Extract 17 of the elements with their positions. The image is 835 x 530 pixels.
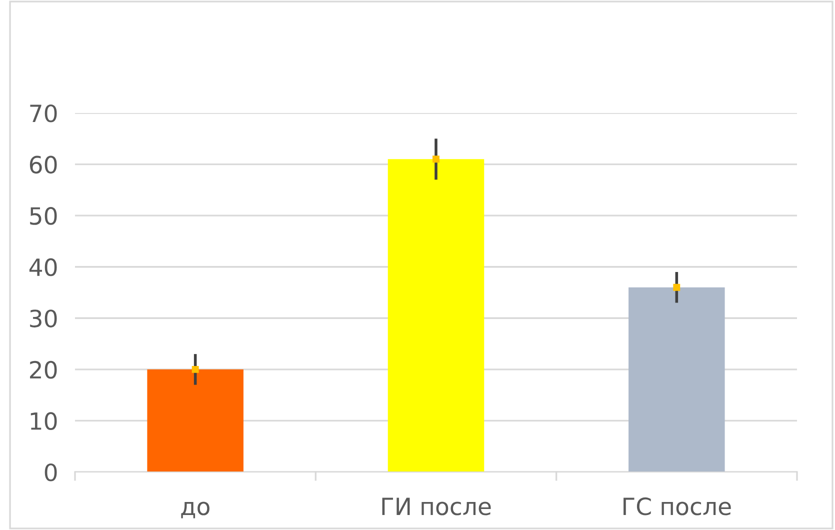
point [192,366,199,373]
bar [628,287,725,472]
y-tick-label: 40 [29,258,57,276]
x-tick-label: ГС после [624,497,731,516]
y-tick-label: 20 [30,360,57,379]
y-tick-label: 50 [30,207,57,225]
y-tick-label: 60 [30,156,57,174]
point [673,284,680,291]
point [432,156,440,163]
x-tick-label: до [181,502,210,518]
x-tick-label: ГИ после [382,498,491,516]
y-tick-label: 30 [30,310,57,328]
y-tick-label: 0 [44,463,57,482]
bar [388,159,484,472]
y-tick-label: 10 [30,412,57,430]
y-tick-label: 70 [30,104,57,122]
bar [147,369,244,472]
